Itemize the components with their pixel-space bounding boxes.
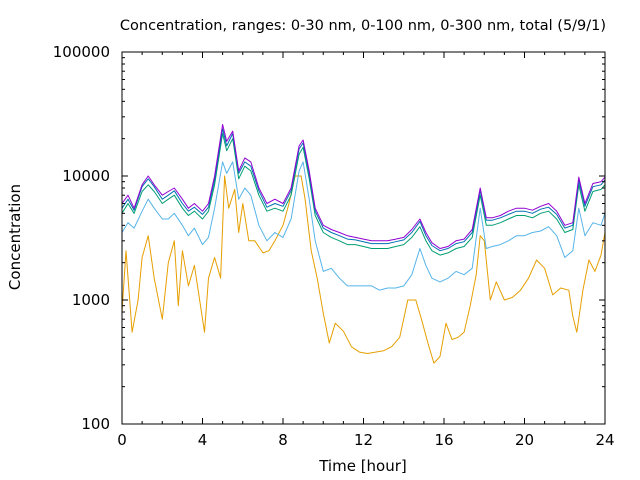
y-axis-label: Concentration [6, 184, 24, 290]
x-tick-label: 12 [354, 431, 373, 449]
y-tick-label: 1000 [72, 291, 110, 309]
series-layer [121, 124, 606, 364]
x-tick-label: 24 [595, 431, 614, 449]
x-tick-label: 4 [198, 431, 208, 449]
x-tick-label: 0 [117, 431, 127, 449]
series-line [121, 124, 606, 249]
tick-layer: 0 4 8 12 16 20 24 100 1000 10000 100000 [53, 43, 615, 449]
series-line [121, 128, 606, 252]
x-tick-label: 16 [434, 431, 453, 449]
x-tick-label: 20 [515, 431, 534, 449]
x-axis-label: Time [hour] [318, 457, 407, 475]
series-line [121, 161, 606, 291]
y-tick-label: 10000 [62, 167, 110, 185]
x-tick-label: 8 [278, 431, 288, 449]
y-tick-label: 100000 [53, 43, 110, 61]
y-tick-label: 100 [81, 415, 110, 433]
chart-title: Concentration, ranges: 0-30 nm, 0-100 nm… [120, 18, 606, 34]
series-line [121, 175, 606, 364]
series-line [121, 133, 606, 256]
plot-frame [121, 51, 606, 425]
